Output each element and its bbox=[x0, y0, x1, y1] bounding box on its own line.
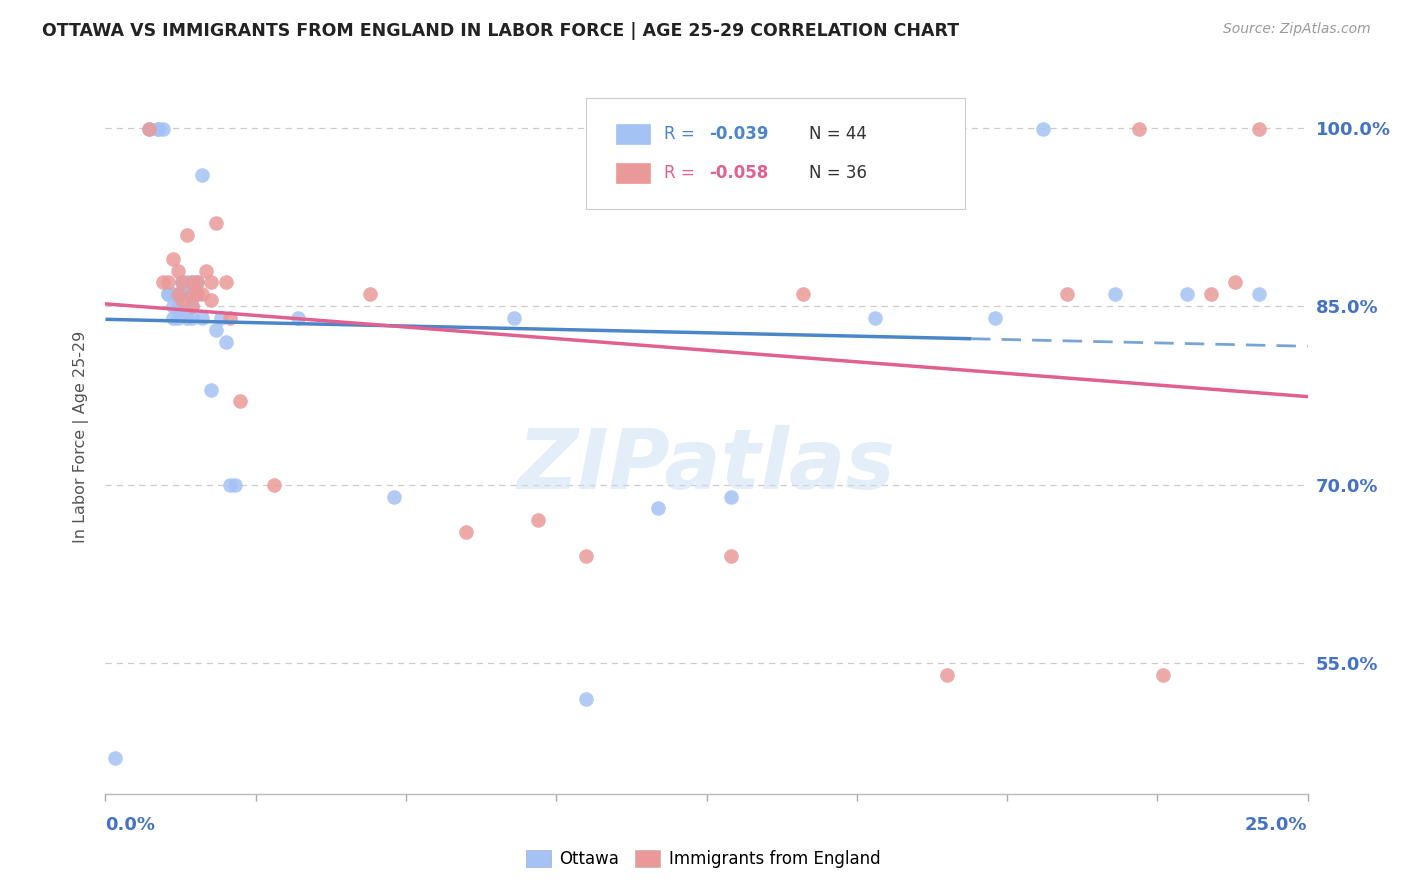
Point bbox=[647, 501, 669, 516]
Point bbox=[166, 287, 188, 301]
Point bbox=[166, 263, 188, 277]
Point bbox=[176, 311, 198, 326]
Bar bbox=[616, 124, 650, 144]
Text: 25.0%: 25.0% bbox=[1246, 816, 1308, 834]
Text: OTTAWA VS IMMIGRANTS FROM ENGLAND IN LABOR FORCE | AGE 25-29 CORRELATION CHART: OTTAWA VS IMMIGRANTS FROM ENGLAND IN LAB… bbox=[42, 22, 959, 40]
Point bbox=[1152, 668, 1174, 682]
Point bbox=[575, 691, 598, 706]
Point bbox=[1225, 276, 1247, 290]
Point bbox=[195, 263, 218, 277]
Point bbox=[984, 311, 1007, 326]
Point bbox=[186, 287, 208, 301]
Text: -0.058: -0.058 bbox=[709, 164, 768, 182]
Point bbox=[181, 276, 204, 290]
Point bbox=[1128, 122, 1150, 136]
Point bbox=[162, 299, 184, 313]
Point bbox=[1175, 287, 1198, 301]
Point bbox=[166, 299, 188, 313]
Point bbox=[1201, 287, 1223, 301]
Point bbox=[172, 276, 194, 290]
Point bbox=[190, 287, 212, 301]
Point bbox=[1249, 122, 1271, 136]
Bar bbox=[616, 163, 650, 183]
Point bbox=[792, 287, 814, 301]
Text: R =: R = bbox=[665, 125, 700, 143]
Point bbox=[162, 311, 184, 326]
Point bbox=[229, 394, 252, 409]
Point bbox=[1104, 287, 1126, 301]
Legend: Ottawa, Immigrants from England: Ottawa, Immigrants from England bbox=[519, 843, 887, 875]
Point bbox=[138, 122, 160, 136]
Point bbox=[162, 287, 184, 301]
Point bbox=[1249, 287, 1271, 301]
Point bbox=[181, 299, 204, 313]
Point bbox=[359, 287, 381, 301]
Point bbox=[148, 122, 170, 136]
Point bbox=[863, 311, 886, 326]
Text: R =: R = bbox=[665, 164, 700, 182]
Point bbox=[263, 477, 285, 491]
Text: 0.0%: 0.0% bbox=[105, 816, 156, 834]
Point bbox=[186, 276, 208, 290]
Point bbox=[720, 490, 742, 504]
Point bbox=[181, 287, 204, 301]
Point bbox=[200, 293, 222, 308]
Point bbox=[454, 525, 477, 540]
Point bbox=[382, 490, 405, 504]
Point bbox=[176, 227, 198, 242]
Point bbox=[156, 287, 179, 301]
Point bbox=[186, 287, 208, 301]
Point bbox=[162, 252, 184, 266]
Y-axis label: In Labor Force | Age 25-29: In Labor Force | Age 25-29 bbox=[73, 331, 89, 543]
Point bbox=[172, 305, 194, 319]
Point bbox=[224, 477, 246, 491]
Text: N = 44: N = 44 bbox=[808, 125, 866, 143]
Point bbox=[172, 287, 194, 301]
Point bbox=[186, 276, 208, 290]
Point bbox=[575, 549, 598, 563]
Point bbox=[138, 122, 160, 136]
Point bbox=[104, 751, 127, 765]
Point bbox=[156, 276, 179, 290]
Point bbox=[219, 477, 242, 491]
Point bbox=[166, 287, 188, 301]
Point bbox=[172, 276, 194, 290]
Text: Source: ZipAtlas.com: Source: ZipAtlas.com bbox=[1223, 22, 1371, 37]
Point bbox=[181, 299, 204, 313]
Point bbox=[936, 668, 959, 682]
Point bbox=[1056, 287, 1078, 301]
Point bbox=[148, 122, 170, 136]
Point bbox=[503, 311, 526, 326]
FancyBboxPatch shape bbox=[586, 98, 965, 209]
Text: ZIPatlas: ZIPatlas bbox=[517, 425, 896, 506]
Point bbox=[219, 311, 242, 326]
Point bbox=[527, 513, 550, 527]
Point bbox=[200, 383, 222, 397]
Point bbox=[190, 311, 212, 326]
Point bbox=[152, 276, 174, 290]
Point bbox=[209, 311, 232, 326]
Point bbox=[176, 276, 198, 290]
Point bbox=[190, 169, 212, 183]
Point bbox=[176, 287, 198, 301]
Point bbox=[287, 311, 309, 326]
Point bbox=[172, 293, 194, 308]
Point bbox=[181, 276, 204, 290]
Point bbox=[181, 311, 204, 326]
Point bbox=[205, 323, 228, 337]
Point bbox=[214, 276, 236, 290]
Point bbox=[166, 311, 188, 326]
Text: -0.039: -0.039 bbox=[709, 125, 769, 143]
Point bbox=[214, 334, 236, 349]
Point bbox=[1032, 122, 1054, 136]
Point bbox=[156, 287, 179, 301]
Text: N = 36: N = 36 bbox=[808, 164, 866, 182]
Point bbox=[720, 549, 742, 563]
Point bbox=[205, 216, 228, 230]
Point bbox=[152, 122, 174, 136]
Point bbox=[200, 276, 222, 290]
